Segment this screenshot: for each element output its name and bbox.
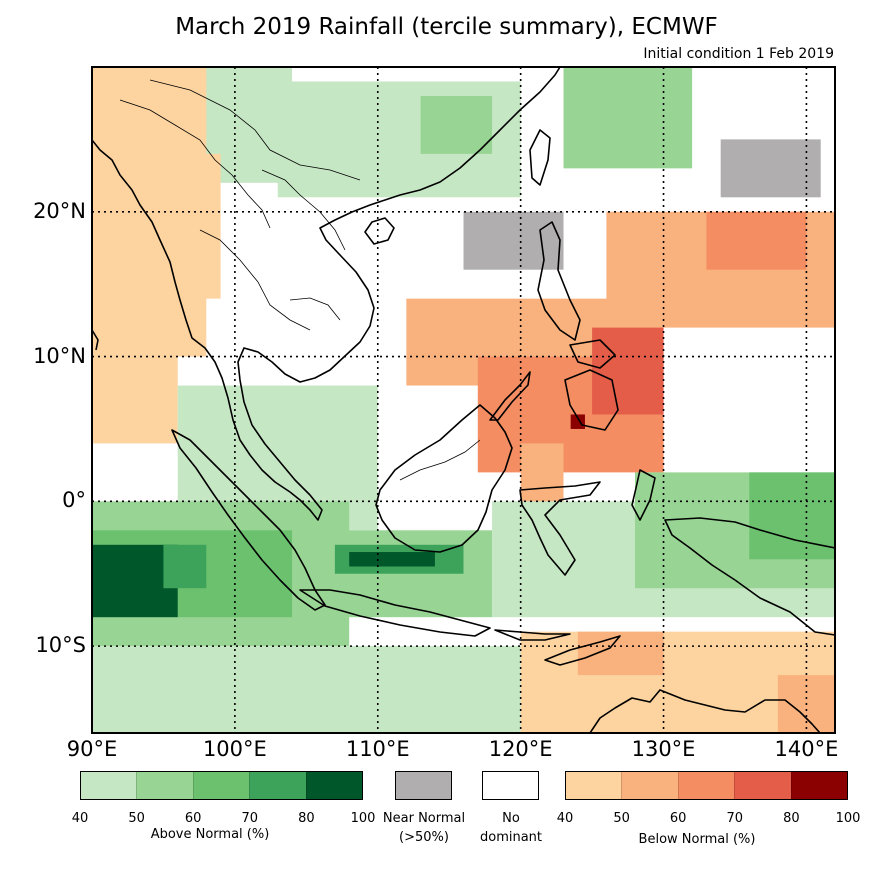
- above-region-3: [563, 67, 693, 169]
- above-swatch-1: [136, 772, 193, 799]
- below-tick-1: 50: [613, 811, 630, 826]
- lat-label-0: 0°: [62, 488, 86, 513]
- no-dominant-label: No: [502, 811, 520, 826]
- lat-label-10: 10°N: [33, 343, 86, 368]
- below-region-12: [592, 327, 664, 415]
- below-tick-3: 70: [726, 811, 744, 826]
- below-tick-0: 40: [556, 811, 574, 826]
- coastlines: [92, 67, 835, 733]
- coastline-borneo: [375, 404, 513, 553]
- above-normal-label: Above Normal (%): [150, 827, 270, 842]
- border-myanmar: [119, 99, 271, 229]
- above-swatch-2: [192, 772, 250, 799]
- country-borders: [119, 79, 481, 481]
- lat-label--10: 10°S: [35, 633, 86, 658]
- near-normal-color: [396, 772, 451, 799]
- no-dominant-sublabel: dominant: [479, 830, 543, 845]
- below-region-5: [149, 153, 221, 299]
- coastline-mindanao: [564, 369, 619, 431]
- below-tick-4: 80: [783, 811, 800, 826]
- above-region-2: [420, 95, 493, 154]
- below-swatch-3: [734, 772, 791, 799]
- above-swatch-4: [305, 772, 363, 799]
- below-region-9: [706, 211, 807, 270]
- coastline-taiwan: [529, 129, 551, 186]
- lat-label-20: 20°N: [33, 198, 86, 223]
- lon-label-140: 140°E: [774, 737, 839, 761]
- above-region-23: [349, 552, 435, 567]
- above-normal-colorbar: [80, 771, 363, 800]
- below-region-29: [577, 631, 664, 676]
- border-cambodia: [289, 297, 341, 321]
- map-frame: [91, 66, 836, 734]
- below-tick-2: 60: [669, 811, 687, 826]
- below-swatch-0: [566, 772, 622, 799]
- above-region-24: [92, 646, 521, 733]
- map-plot-area: [92, 67, 835, 733]
- coastline-mainland: [92, 67, 561, 521]
- coastline-halmahera: [631, 469, 656, 521]
- lon-label-90: 90°E: [66, 737, 118, 761]
- near-normal-swatch: [395, 771, 452, 800]
- border-malaysia-borneo: [399, 439, 481, 481]
- above-region-20: [163, 544, 207, 589]
- below-normal-label: Below Normal (%): [638, 832, 756, 847]
- above-swatch-0: [81, 772, 137, 799]
- lon-label-100: 100°E: [202, 737, 267, 761]
- lon-label-120: 120°E: [488, 737, 553, 761]
- coastline-timor: [544, 635, 621, 666]
- below-region-15: [92, 356, 178, 444]
- coastline-hainan: [364, 217, 395, 245]
- above-tick-5: 100: [350, 811, 376, 826]
- no-dominant-color: [483, 772, 538, 799]
- above-tick-3: 70: [241, 811, 259, 826]
- map-title: March 2019 Rainfall (tercile summary), E…: [175, 14, 718, 40]
- below-swatch-2: [677, 772, 735, 799]
- coastline-java: [299, 589, 491, 637]
- coastline-sumatra: [171, 429, 326, 611]
- lon-label-130: 130°E: [631, 737, 696, 761]
- below-tick-5: 100: [835, 811, 861, 826]
- below-swatch-1: [621, 772, 678, 799]
- tercile-cells: [92, 67, 835, 733]
- coastline-luzon: [537, 221, 581, 341]
- above-swatch-3: [249, 772, 306, 799]
- coastline-palawan: [489, 371, 531, 421]
- below-swatch-4: [790, 772, 848, 799]
- above-tick-1: 50: [128, 811, 145, 826]
- above-tick-0: 40: [71, 811, 89, 826]
- coastline-sulawesi: [519, 481, 601, 576]
- lon-label-110: 110°E: [345, 737, 410, 761]
- above-tick-2: 60: [184, 811, 202, 826]
- below-normal-colorbar: [565, 771, 848, 800]
- lat-lon-grid: [92, 67, 835, 733]
- coastline-sri-lanka: [92, 329, 99, 351]
- above-tick-4: 80: [298, 811, 315, 826]
- near-region-6: [463, 211, 564, 270]
- coastline-australia: [589, 689, 821, 733]
- near-normal-sublabel: (>50%): [399, 830, 449, 845]
- border-china: [149, 79, 361, 181]
- initial-condition-label: Initial condition 1 Feb 2019: [643, 46, 834, 62]
- border-thailand: [199, 229, 311, 331]
- near-normal-label: Near Normal: [382, 811, 466, 826]
- no-dominant-swatch: [482, 771, 539, 800]
- near-region-7: [720, 139, 821, 198]
- border-laos: [261, 169, 346, 251]
- coastline-new-guinea: [664, 517, 835, 636]
- coastline-visayas: [569, 339, 616, 369]
